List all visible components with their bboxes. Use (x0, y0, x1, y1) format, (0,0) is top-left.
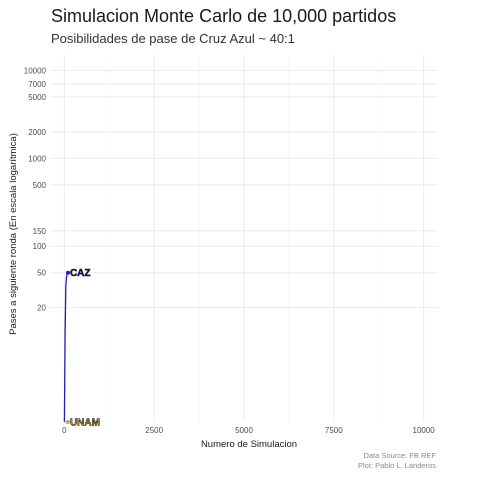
x-tick-label: 0 (62, 426, 67, 435)
y-tick-label: 50 (37, 269, 46, 278)
series-lines (63, 272, 69, 423)
y-tick-label: 100 (33, 242, 47, 251)
y-axis-title: Pases a siguiente ronda (En escala logar… (8, 133, 19, 335)
y-tick-label: 2000 (28, 128, 46, 137)
caption-author: Plot: Pablo L. Landeros (358, 461, 436, 470)
y-tick-label: 1000 (28, 154, 46, 163)
series-endpoint-caz (65, 270, 70, 275)
y-tick-label: 10000 (24, 66, 47, 75)
x-tick-label: 5000 (235, 426, 253, 435)
y-tick-label: 150 (33, 227, 47, 236)
grid (50, 55, 438, 422)
caption-source: Data Source: FB REF (363, 451, 436, 460)
series-endpoint-unam (65, 420, 70, 424)
y-tick-label: 7000 (28, 80, 46, 89)
x-tick-label: 2500 (145, 426, 163, 435)
series-labels: CAZ UNAM (65, 268, 100, 429)
series-line-caz (63, 272, 69, 423)
x-axis-title: Numero de Simulacion (201, 439, 297, 450)
y-tick-label: 5000 (28, 93, 46, 102)
chart-title: Simulacion Monte Carlo de 10,000 partido… (51, 6, 397, 26)
x-tick-label: 7500 (325, 426, 343, 435)
series-label-caz: CAZ (70, 268, 91, 279)
tick-labels: 0 2500 5000 7500 10000 20 50 100 150 500 1000 2000 5… (24, 66, 436, 435)
x-tick-label: 10000 (413, 426, 436, 435)
series-label-unam: UNAM (70, 418, 100, 429)
y-tick-label: 20 (37, 304, 46, 313)
chart-subtitle: Posibilidades de pase de Cruz Azul ~ 40:… (51, 31, 295, 46)
caption: Data Source: FB REF Plot: Pablo L. Lande… (358, 451, 436, 471)
y-tick-label: 500 (33, 181, 47, 190)
